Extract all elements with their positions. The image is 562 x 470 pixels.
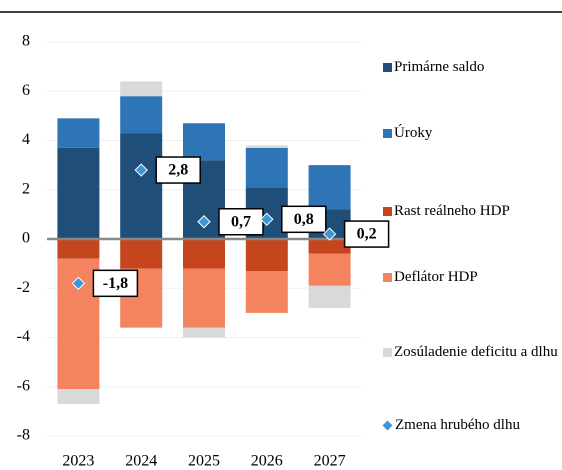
bar-segment xyxy=(245,145,288,148)
legend-item: Rast reálneho HDP xyxy=(383,200,559,222)
data-label: 2,8 xyxy=(168,162,188,179)
y-tick-label: -8 xyxy=(17,427,30,444)
x-tick-label: 2023 xyxy=(62,453,94,470)
legend-swatch xyxy=(382,420,393,431)
y-tick-label: 0 xyxy=(22,230,30,247)
marker xyxy=(134,163,148,177)
bar-segment xyxy=(120,96,163,134)
y-tick-label: 8 xyxy=(22,33,30,50)
y-tick-label: 4 xyxy=(22,131,30,148)
x-tick-label: 2024 xyxy=(125,453,157,470)
legend-item: Zmena hrubého dlhu xyxy=(382,414,559,436)
x-tick-label: 2025 xyxy=(188,453,220,470)
legend-label: Primárne saldo xyxy=(394,59,485,75)
bar-segment xyxy=(183,123,225,161)
legend-swatch xyxy=(383,63,392,72)
legend-swatch xyxy=(383,129,392,138)
data-label: 0,2 xyxy=(357,226,377,243)
marker xyxy=(322,227,337,241)
bar-segment xyxy=(308,253,351,286)
bar-segment xyxy=(183,239,225,269)
marker xyxy=(71,276,86,291)
marker xyxy=(260,212,274,227)
bar-segment xyxy=(245,147,288,188)
data-label-box xyxy=(92,269,139,298)
x-tick-label: 2027 xyxy=(314,453,346,470)
legend-label: Zmena hrubého dlhu xyxy=(395,417,520,433)
bar-segment xyxy=(120,81,163,97)
bar-segment xyxy=(308,285,351,308)
legend-item: Primárne saldo xyxy=(383,56,559,78)
data-label: -1,8 xyxy=(103,275,128,292)
y-tick-label: -4 xyxy=(17,328,30,345)
data-label-box xyxy=(343,220,390,248)
legend-item: Zosúladenie deficitu a dlhu xyxy=(383,341,559,363)
bar-segment xyxy=(245,239,288,272)
bar-segment xyxy=(57,147,100,239)
bar-segment xyxy=(120,133,163,239)
legend-item: Deflátor HDP xyxy=(383,266,559,288)
legend-label: Zosúladenie deficitu a dlhu xyxy=(394,344,558,360)
bar-segment xyxy=(245,271,288,313)
bar-segment xyxy=(183,268,225,328)
bar-segment xyxy=(57,239,100,259)
y-tick-label: 6 xyxy=(22,82,30,99)
data-label-box xyxy=(281,205,327,234)
marker xyxy=(197,215,211,229)
y-tick-label: -2 xyxy=(17,279,30,296)
bar-segment xyxy=(308,165,351,210)
legend-item: Úroky xyxy=(383,122,559,144)
legend-swatch xyxy=(383,348,392,357)
data-label: 0,7 xyxy=(231,213,251,230)
bar-segment xyxy=(57,389,100,404)
y-tick-label: -6 xyxy=(17,377,30,394)
data-label: 0,8 xyxy=(294,211,314,228)
legend-label: Úroky xyxy=(394,125,433,141)
legend-label: Deflátor HDP xyxy=(394,269,478,285)
bar-segment xyxy=(57,118,100,148)
legend-swatch xyxy=(383,273,392,282)
bar-segment xyxy=(183,327,225,338)
y-tick-label: 2 xyxy=(22,180,30,197)
legend-swatch xyxy=(383,207,392,216)
legend-label: Rast reálneho HDP xyxy=(394,203,510,219)
bar-segment xyxy=(120,239,163,269)
x-tick-label: 2026 xyxy=(251,453,283,470)
bar-segment xyxy=(308,239,351,254)
data-label-box xyxy=(155,156,201,184)
